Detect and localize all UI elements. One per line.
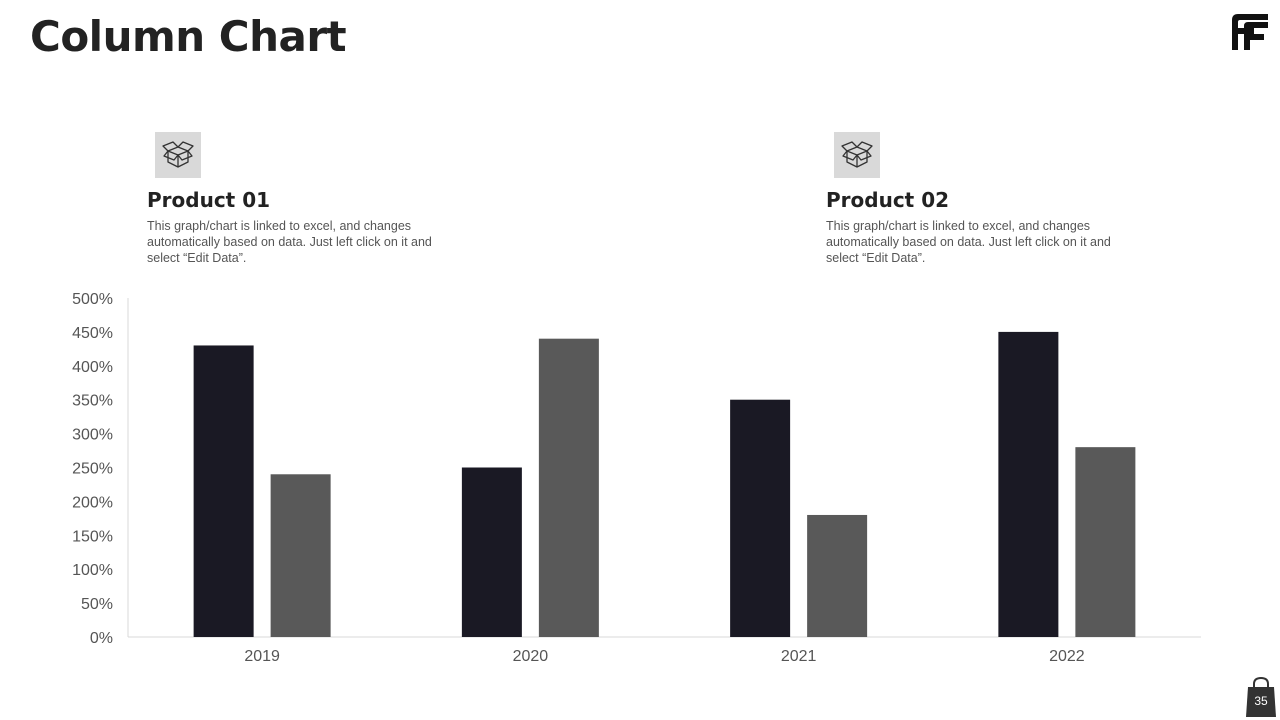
y-tick-label: 0%: [90, 630, 113, 647]
bar-series-2-2021: [807, 514, 868, 637]
bars: [193, 331, 1136, 637]
bar-series-2-2019: [270, 474, 331, 637]
y-tick-label: 250%: [72, 461, 113, 478]
y-tick-label: 450%: [72, 325, 113, 342]
x-axis-labels: 2019 2020 2021 2022: [244, 648, 1084, 665]
y-tick-label: 500%: [72, 291, 113, 308]
x-tick-label: 2021: [781, 648, 817, 665]
column-chart: 0% 50% 100% 150% 200% 250% 300% 350% 400% 450% 500…: [72, 291, 1201, 665]
y-tick-label: 100%: [72, 562, 113, 579]
product-02-block: Product 02 This graph/chart is linked to…: [826, 132, 1146, 266]
bar-series-1-2022: [998, 331, 1059, 637]
product-01-block: Product 01 This graph/chart is linked to…: [147, 132, 467, 266]
y-tick-label: 300%: [72, 427, 113, 444]
y-tick-label: 150%: [72, 528, 113, 545]
product-description: This graph/chart is linked to excel, and…: [826, 219, 1111, 265]
page-title: Column Chart: [30, 12, 347, 61]
shopping-bag-icon: [1246, 677, 1276, 717]
product-title: Product 01: [147, 188, 271, 212]
bar-series-1-2021: [730, 399, 791, 637]
page-number: 35: [1254, 694, 1268, 708]
product-description: This graph/chart is linked to excel, and…: [147, 219, 432, 265]
y-tick-label: 50%: [81, 596, 113, 613]
box-icon: [155, 132, 201, 178]
y-axis-labels: 0% 50% 100% 150% 200% 250% 300% 350% 400% 450% 500…: [72, 291, 113, 647]
y-tick-label: 400%: [72, 359, 113, 376]
bar-series-1-2019: [193, 345, 254, 637]
bar-series-2-2020: [538, 338, 599, 637]
product-title: Product 02: [826, 188, 950, 212]
brand-logo-icon: [1232, 14, 1268, 50]
x-tick-label: 2020: [513, 648, 549, 665]
x-tick-label: 2022: [1049, 648, 1085, 665]
bar-series-1-2020: [461, 467, 522, 637]
box-icon: [834, 132, 880, 178]
bar-series-2-2022: [1075, 447, 1136, 637]
x-tick-label: 2019: [244, 648, 280, 665]
y-tick-label: 200%: [72, 494, 113, 511]
y-tick-label: 350%: [72, 393, 113, 410]
